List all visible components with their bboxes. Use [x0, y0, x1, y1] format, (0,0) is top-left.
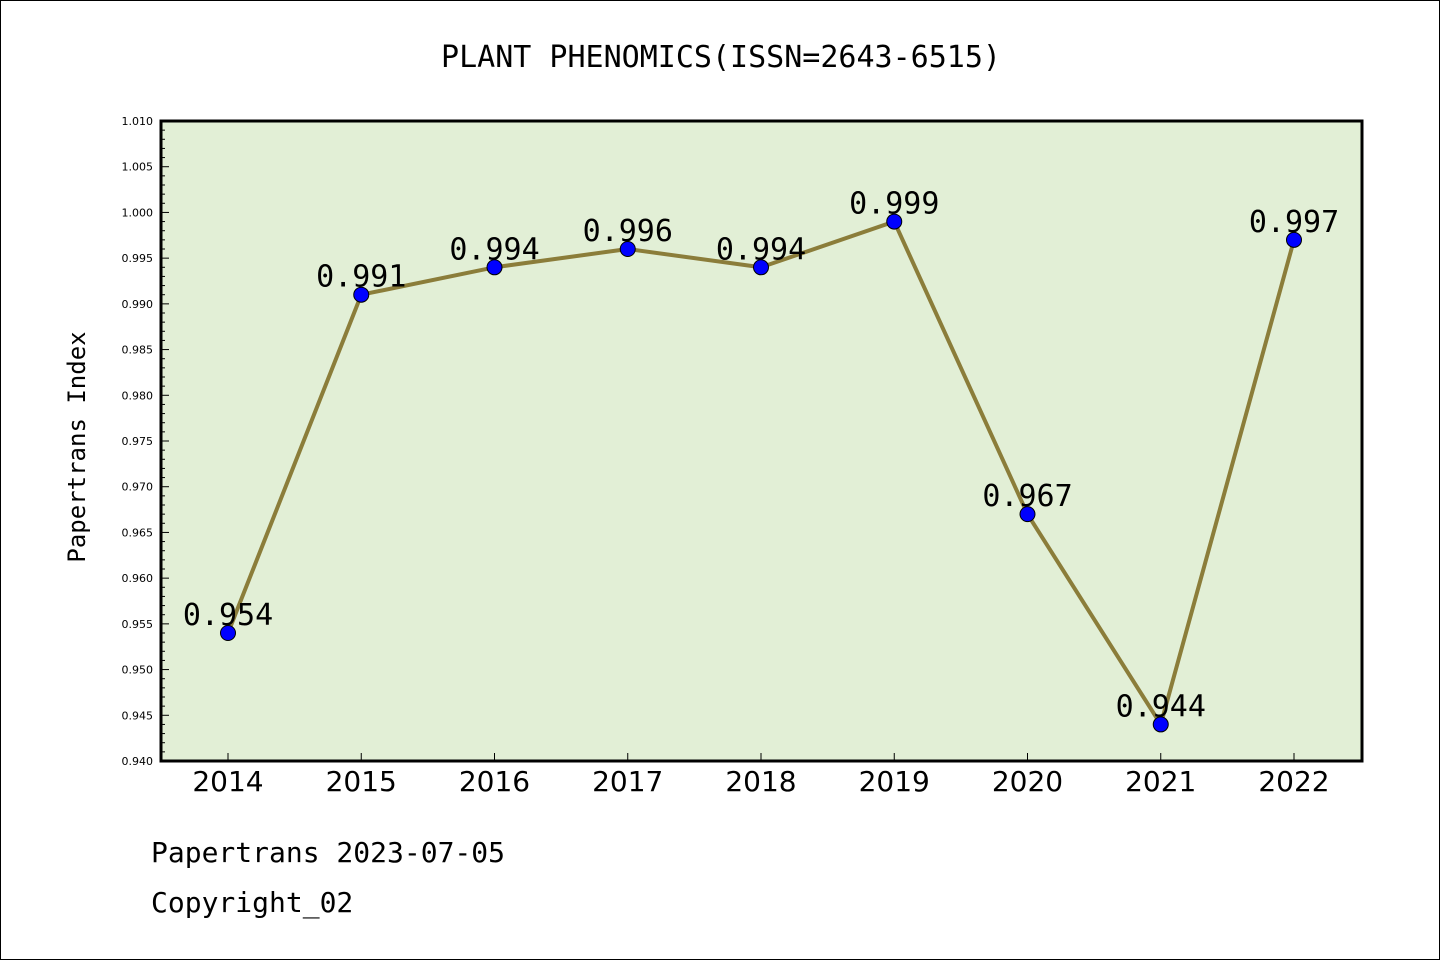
- plot-area: [161, 121, 1362, 761]
- x-tick-label: 2018: [725, 765, 796, 798]
- y-tick-label: 1.000: [122, 206, 154, 219]
- data-point: [1019, 506, 1036, 523]
- x-axis-ticks: 2014 2015 2016 2017 2018 2019 2020 2021 2022: [192, 753, 1330, 798]
- data-label: 0.996: [583, 214, 673, 249]
- data-point: [1152, 716, 1169, 733]
- data-label: 0.954: [183, 598, 273, 633]
- data-label: 0.944: [1116, 689, 1206, 724]
- y-tick-label: 0.980: [122, 389, 154, 402]
- data-point: [353, 286, 370, 303]
- y-tick-label: 0.960: [122, 572, 154, 585]
- data-point: [486, 259, 503, 276]
- x-tick-label: 2019: [859, 765, 930, 798]
- data-label: 0.994: [716, 232, 806, 267]
- y-tick-label: 0.995: [122, 252, 154, 265]
- y-axis-ticks: 0.940 0.945 0.950 0.955 0.960 0.965 0.970 0.975…: [122, 115, 169, 768]
- x-tick-label: 2016: [459, 765, 530, 798]
- data-point: [1286, 231, 1302, 248]
- y-tick-label: 0.990: [122, 298, 154, 311]
- footer-copyright: Copyright_02: [151, 886, 354, 919]
- x-tick-label: 2015: [326, 765, 397, 798]
- data-labels: 0.954 0.991 0.994 0.996 0.994 0.999 0.967 0.944…: [183, 187, 1339, 725]
- y-tick-label: 0.955: [122, 618, 154, 631]
- y-tick-label: 0.975: [122, 435, 154, 448]
- x-tick-label: 2017: [592, 765, 663, 798]
- data-label: 0.967: [982, 479, 1072, 514]
- data-label: 0.994: [449, 232, 539, 267]
- y-tick-label: 1.005: [122, 161, 154, 174]
- y-tick-label: 0.950: [122, 664, 154, 677]
- y-axis-label: Papertrans Index: [63, 331, 91, 562]
- y-tick-label: 0.945: [122, 709, 154, 722]
- chart-title: PLANT PHENOMICS(ISSN=2643-6515): [441, 40, 1001, 75]
- x-tick-label: 2021: [1125, 765, 1196, 798]
- data-point: [619, 241, 636, 257]
- x-tick-label: 2022: [1258, 765, 1329, 798]
- data-label: 0.997: [1249, 205, 1339, 240]
- x-tick-label: 2014: [192, 765, 263, 798]
- data-point: [753, 259, 769, 276]
- data-markers: [220, 213, 1302, 733]
- y-tick-label: 0.985: [122, 344, 154, 357]
- data-point: [886, 213, 903, 230]
- data-point: [220, 625, 236, 641]
- plot-border: [159, 119, 1364, 763]
- y-tick-label: 0.965: [122, 526, 154, 539]
- data-label: 0.999: [849, 187, 939, 222]
- x-tick-label: 2020: [992, 765, 1063, 798]
- data-label: 0.991: [316, 260, 406, 295]
- y-tick-label: 0.940: [122, 755, 154, 768]
- y-tick-label: 0.970: [122, 481, 154, 494]
- y-tick-label: 1.010: [122, 115, 154, 128]
- footer-date: Papertrans 2023-07-05: [151, 836, 506, 869]
